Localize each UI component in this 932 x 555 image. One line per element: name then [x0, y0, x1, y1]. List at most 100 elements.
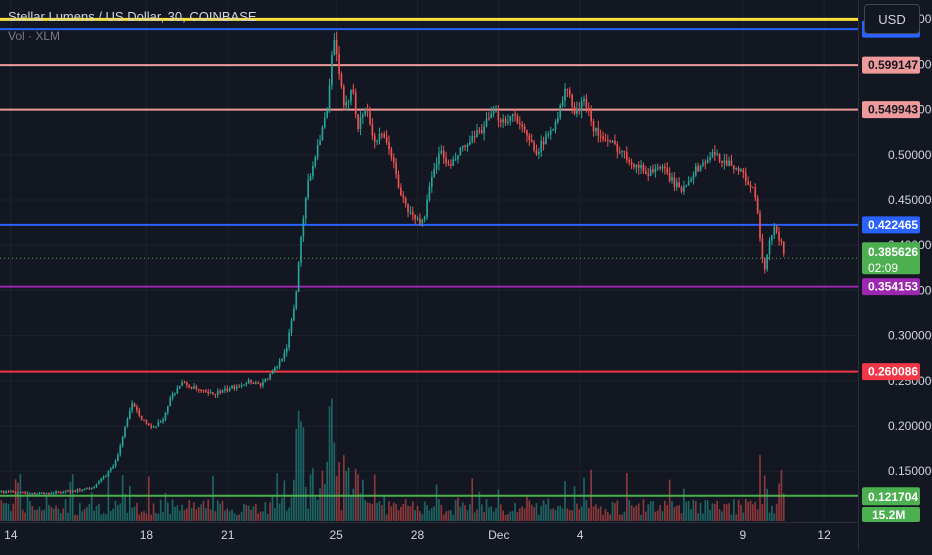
- candle-body: [597, 127, 600, 136]
- volume-bar: [419, 511, 421, 521]
- volume-bar: [195, 509, 198, 521]
- candle-body: [421, 219, 424, 224]
- volume-legend: Vol · XLM: [8, 29, 61, 43]
- volume-bar: [143, 511, 145, 521]
- candle-body: [321, 127, 324, 141]
- volume-bar: [304, 486, 307, 521]
- candle-body: [578, 108, 581, 111]
- volume-bar: [186, 508, 188, 521]
- candle-body: [335, 40, 338, 55]
- volume-bar: [740, 504, 742, 521]
- candle-body: [121, 436, 124, 446]
- candle-body: [214, 393, 217, 395]
- candle-body: [428, 186, 431, 200]
- volume-bar: [319, 488, 321, 521]
- currency-button[interactable]: USD: [864, 4, 920, 34]
- candle-body: [747, 181, 749, 185]
- candle-body: [309, 176, 312, 181]
- volume-bar: [181, 504, 183, 521]
- candle-body: [725, 160, 728, 166]
- volume-bar: [197, 507, 200, 521]
- volume-bar: [733, 499, 735, 521]
- candle-body: [718, 154, 721, 162]
- candle-body: [704, 162, 707, 164]
- candle-body: [561, 100, 564, 106]
- volume-bar: [176, 505, 179, 521]
- volume-bar: [112, 508, 114, 521]
- volume-bar: [59, 513, 62, 521]
- candle-body: [21, 491, 24, 493]
- candle-body: [295, 291, 298, 309]
- volume-bar: [33, 509, 36, 521]
- volume-bar: [723, 503, 726, 521]
- price-tag-label: 0.260086: [868, 365, 918, 379]
- candle-body: [105, 476, 107, 478]
- volume-bar: [476, 509, 478, 521]
- volume-bar: [549, 509, 552, 521]
- volume-bar: [283, 480, 286, 521]
- volume-bar: [390, 506, 393, 521]
- volume-bar: [266, 514, 269, 521]
- candle-body: [573, 106, 576, 114]
- candle-body: [186, 382, 188, 386]
- volume-bar: [342, 455, 345, 521]
- candle-body: [17, 492, 19, 494]
- volume-bar: [126, 512, 129, 521]
- candle-body: [583, 98, 585, 102]
- candle-body: [12, 490, 15, 493]
- volume-bar: [702, 513, 704, 521]
- candle-body: [590, 109, 592, 122]
- candle-body: [483, 126, 485, 134]
- volume-bar: [699, 503, 702, 521]
- volume-bar: [62, 508, 65, 521]
- candle-body: [328, 85, 331, 111]
- candle-body: [209, 392, 212, 394]
- volume-bar: [782, 493, 785, 521]
- volume-bar: [423, 501, 426, 521]
- candle-body: [416, 218, 419, 220]
- volume-bar: [297, 410, 300, 521]
- candle-body: [221, 390, 224, 393]
- candle-body: [411, 211, 414, 215]
- volume-bar: [38, 506, 41, 521]
- volume-bar: [537, 514, 540, 521]
- candle-body: [219, 391, 221, 393]
- volume-bar: [668, 479, 671, 521]
- candle-body: [759, 213, 761, 239]
- volume-bar: [645, 511, 647, 521]
- volume-bar: [285, 510, 288, 521]
- candle-body: [69, 491, 72, 493]
- candle-body: [157, 421, 160, 427]
- candle-body: [276, 366, 279, 368]
- volume-bar: [602, 514, 604, 521]
- price-tag-box: [862, 216, 920, 234]
- candle-body: [713, 151, 716, 155]
- candle-body: [233, 385, 236, 389]
- volume-bar: [205, 507, 207, 521]
- candle-body: [128, 410, 131, 419]
- candle-body: [595, 127, 597, 132]
- candle-body: [48, 493, 50, 495]
- volume-bar: [145, 513, 148, 521]
- candle-body: [2, 490, 5, 494]
- candles: [0, 31, 785, 496]
- candle-body: [240, 385, 243, 387]
- candle-body: [150, 425, 153, 428]
- price-tags: 0.6389800.5991470.5499430.4224650.354153…: [862, 20, 920, 522]
- candle-body: [571, 94, 573, 107]
- volume-bar: [416, 505, 419, 521]
- candle-body: [782, 241, 785, 254]
- y-tick-label: 0.500000: [888, 148, 932, 162]
- volume-bar: [79, 503, 81, 521]
- volume-bar: [314, 496, 317, 521]
- candle-body: [254, 382, 257, 384]
- volume-bar: [499, 504, 502, 521]
- price-tag-box: [862, 242, 920, 275]
- volume-bar: [233, 513, 236, 521]
- candle-body: [697, 166, 700, 172]
- volume-bar: [219, 503, 221, 521]
- volume-bar: [604, 508, 607, 521]
- volume-bar: [490, 506, 493, 521]
